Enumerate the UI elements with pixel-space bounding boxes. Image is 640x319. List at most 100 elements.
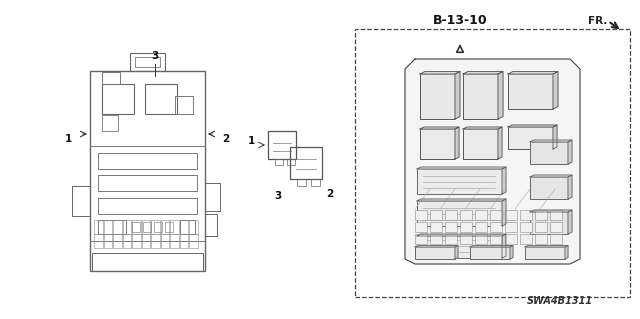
Bar	[525, 247, 565, 259]
Bar	[417, 169, 502, 194]
Polygon shape	[405, 59, 580, 264]
Polygon shape	[568, 140, 572, 164]
Bar	[505, 222, 517, 232]
Bar	[132, 220, 141, 234]
Polygon shape	[568, 175, 572, 199]
Bar	[180, 220, 195, 234]
Polygon shape	[568, 210, 572, 234]
Polygon shape	[502, 234, 506, 258]
Bar	[287, 159, 295, 165]
Bar	[445, 222, 457, 232]
Bar	[290, 147, 322, 179]
Bar	[102, 115, 118, 131]
Text: B-13-10: B-13-10	[433, 14, 487, 27]
Text: 2: 2	[222, 134, 229, 144]
Bar	[420, 74, 455, 119]
Bar	[161, 234, 169, 248]
Bar	[430, 222, 442, 232]
Bar	[205, 214, 217, 236]
Polygon shape	[420, 127, 459, 129]
Bar	[550, 234, 562, 244]
Bar	[508, 127, 553, 149]
Polygon shape	[498, 127, 502, 159]
Polygon shape	[415, 246, 458, 247]
Text: 3: 3	[275, 191, 282, 201]
Bar	[135, 57, 160, 67]
Text: 2: 2	[326, 189, 333, 199]
Bar	[179, 220, 188, 234]
Bar	[102, 72, 120, 84]
Bar	[463, 74, 498, 119]
Bar	[297, 179, 306, 186]
Text: 1: 1	[248, 136, 255, 146]
Bar	[130, 53, 165, 71]
Bar	[417, 236, 502, 258]
Polygon shape	[455, 246, 458, 259]
Bar	[141, 220, 150, 234]
Bar	[505, 234, 517, 244]
Polygon shape	[470, 246, 513, 247]
Bar	[175, 96, 193, 114]
Bar	[430, 234, 442, 244]
Polygon shape	[502, 167, 506, 194]
Polygon shape	[565, 246, 568, 259]
Bar	[141, 234, 150, 248]
Bar	[520, 222, 532, 232]
Bar	[205, 183, 220, 211]
Polygon shape	[420, 71, 460, 74]
Polygon shape	[530, 175, 572, 177]
Bar	[132, 234, 141, 248]
Bar	[535, 210, 547, 220]
Bar	[355, 29, 630, 297]
Bar	[98, 153, 197, 169]
Polygon shape	[498, 71, 503, 119]
Bar	[550, 222, 562, 232]
Bar	[420, 129, 455, 159]
Polygon shape	[463, 71, 503, 74]
Bar	[430, 210, 442, 220]
Polygon shape	[530, 210, 572, 212]
Polygon shape	[463, 127, 502, 129]
Bar	[490, 234, 502, 244]
Bar	[415, 222, 427, 232]
Bar	[415, 234, 427, 244]
Bar	[475, 222, 487, 232]
Bar	[98, 220, 126, 234]
Bar	[170, 234, 179, 248]
Text: SWA4B1311: SWA4B1311	[527, 296, 593, 306]
Bar	[165, 222, 173, 232]
Text: 3: 3	[152, 51, 159, 61]
Polygon shape	[508, 71, 558, 74]
Bar	[535, 234, 547, 244]
Bar	[98, 198, 197, 214]
Bar	[445, 234, 457, 244]
Polygon shape	[510, 246, 513, 259]
Bar	[143, 222, 151, 232]
Bar	[179, 234, 188, 248]
Bar	[445, 210, 457, 220]
Bar	[530, 212, 568, 234]
Bar	[72, 186, 90, 216]
Bar	[520, 234, 532, 244]
Bar	[535, 222, 547, 232]
Bar	[122, 234, 131, 248]
Polygon shape	[417, 167, 506, 169]
Bar	[189, 220, 198, 234]
Bar	[417, 201, 502, 226]
Bar	[460, 234, 472, 244]
Bar	[415, 247, 455, 259]
Bar	[104, 220, 112, 234]
Polygon shape	[525, 246, 568, 247]
Polygon shape	[417, 234, 506, 236]
Polygon shape	[530, 140, 572, 142]
Polygon shape	[417, 199, 506, 201]
Polygon shape	[553, 125, 557, 149]
Bar	[550, 210, 562, 220]
Polygon shape	[455, 71, 460, 119]
Bar	[151, 220, 159, 234]
Bar	[505, 210, 517, 220]
Bar	[490, 210, 502, 220]
Polygon shape	[502, 199, 506, 226]
Bar	[145, 84, 177, 114]
Bar	[490, 222, 502, 232]
